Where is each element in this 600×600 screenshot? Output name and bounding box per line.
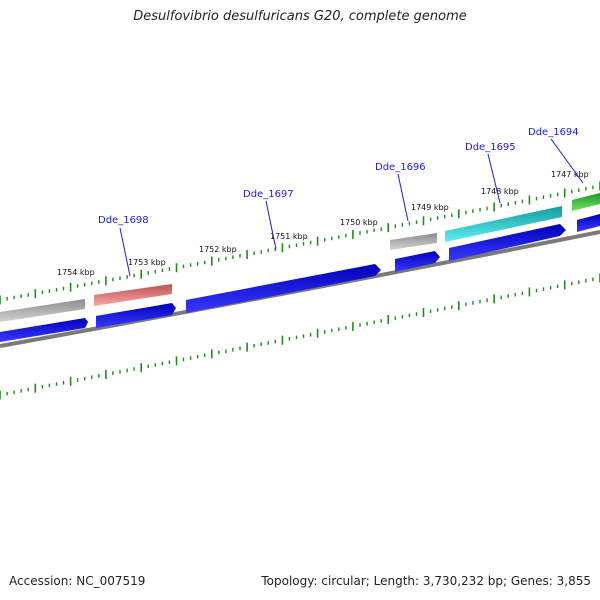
outer-tick-ring bbox=[0, 181, 600, 305]
feature-dde-1698 bbox=[94, 284, 172, 306]
gene-label-dde-1695[interactable]: Dde_1695 bbox=[465, 142, 516, 153]
tick-label-1749: 1749 kbp bbox=[411, 203, 449, 212]
gene-label-dde-1696[interactable]: Dde_1696 bbox=[375, 162, 426, 173]
label-line-dde-1695 bbox=[487, 153, 501, 204]
tick-label-1748: 1748 kbp bbox=[481, 187, 519, 196]
label-line-dde-1696 bbox=[397, 173, 409, 222]
cds-blue-2 bbox=[96, 303, 176, 328]
tick-label-1752: 1752 kbp bbox=[199, 245, 237, 254]
gene-label-dde-1698[interactable]: Dde_1698 bbox=[98, 215, 149, 226]
feature-tracks bbox=[0, 193, 600, 342]
tick-label-1754: 1754 kbp bbox=[57, 268, 95, 277]
gene-label-dde-1697[interactable]: Dde_1697 bbox=[243, 189, 294, 200]
cds-blue-3-dde-1697 bbox=[186, 264, 381, 313]
cds-blue-4 bbox=[395, 251, 440, 272]
genome-summary-text: Topology: circular; Length: 3,730,232 bp… bbox=[261, 574, 591, 588]
tick-label-1753: 1753 kbp bbox=[128, 258, 166, 267]
accession-text: Accession: NC_007519 bbox=[9, 574, 146, 588]
label-line-dde-1694 bbox=[550, 138, 584, 184]
tick-label-1750: 1750 kbp bbox=[340, 218, 378, 227]
feature-dde-1695 bbox=[445, 206, 562, 242]
feature-gray-left bbox=[0, 299, 85, 322]
label-line-dde-1697 bbox=[265, 200, 277, 250]
feature-dde-1696 bbox=[390, 233, 437, 250]
cds-blue-1 bbox=[0, 318, 88, 342]
gene-label-dde-1694[interactable]: Dde_1694 bbox=[528, 127, 579, 138]
feature-dde-1694 bbox=[572, 193, 600, 211]
cds-blue-6 bbox=[577, 214, 600, 232]
map-title: Desulfovibrio desulfuricans G20, complet… bbox=[133, 9, 467, 24]
tick-label-1747: 1747 kbp bbox=[551, 170, 589, 179]
label-line-dde-1698 bbox=[119, 227, 131, 277]
inner-tick-ring bbox=[0, 273, 600, 400]
cds-blue-5 bbox=[449, 224, 566, 261]
tick-label-1751: 1751 kbp bbox=[270, 232, 308, 241]
